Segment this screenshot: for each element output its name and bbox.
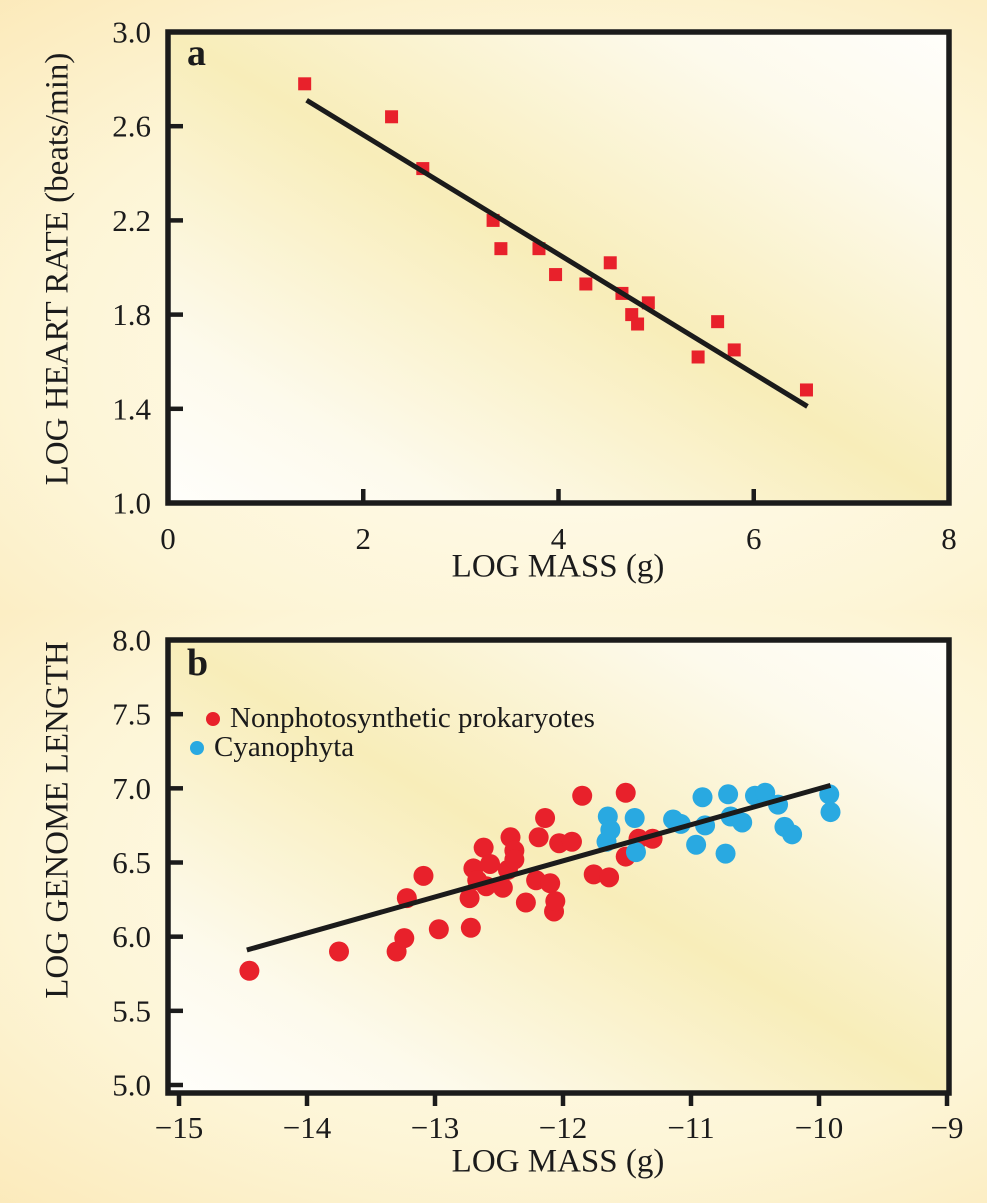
data-point-circle: [561, 831, 582, 852]
plot-frame: [165, 29, 952, 506]
data-point-circle: [545, 891, 566, 912]
data-point-circle: [239, 960, 260, 981]
data-point-circle: [782, 824, 803, 845]
panel-b-letter: b: [187, 642, 209, 684]
panel-a-y-axis-title: LOG HEART RATE (beats/min): [39, 52, 76, 486]
data-point-square: [631, 317, 645, 331]
data-point-circle: [428, 919, 449, 940]
data-point-square: [385, 110, 399, 124]
data-point-circle: [492, 877, 513, 898]
data-point-circle: [413, 865, 434, 886]
panel-b-x-tick-label: −15: [155, 1110, 203, 1145]
data-point-circle: [624, 808, 645, 828]
panel-b-x-tick-label: −11: [667, 1110, 714, 1145]
data-point-circle: [394, 928, 415, 949]
panel-b-y-tick-label: 6.5: [112, 845, 151, 880]
panel-a-x-tick-label: 4: [551, 521, 567, 556]
legend-item-cyanophyta: Cyanophyta: [190, 731, 355, 764]
data-point-square: [727, 343, 741, 357]
data-point-circle: [459, 888, 480, 909]
data-point-square: [691, 350, 705, 364]
panel-b-y-tick-label: 7.5: [112, 697, 151, 732]
panel-a-y-tick-label: 1.4: [112, 391, 151, 426]
panel-b-y-tick-label: 8.0: [112, 623, 151, 658]
data-point-circle: [732, 812, 753, 833]
panel-a-y-tick-label: 1.0: [112, 486, 151, 521]
legend-label-cyanophyta: Cyanophyta: [214, 731, 355, 763]
panel-a-x-axis-title: LOG MASS (g): [451, 548, 665, 585]
panel-b-y-tick-label: 5.5: [112, 993, 151, 1028]
panel-b-y-tick-label: 5.0: [112, 1068, 151, 1103]
panel-b-block: −15 −14 −13 −12 −11 −10 −9 8.0 7.5 7.0 6.5 6.0 5.5 5.…: [0, 610, 987, 1203]
panel-b-x-tick-label: −14: [283, 1110, 332, 1145]
data-point-circle: [528, 827, 549, 848]
data-point-circle: [715, 843, 736, 864]
panel-a-y-tick-label: 3.0: [112, 15, 151, 50]
panel-a-letter: a: [187, 32, 206, 74]
data-point-square: [603, 256, 617, 270]
red-dot-icon: [206, 711, 220, 726]
data-point-circle: [686, 834, 707, 855]
panel-b-scatter-plot: −15 −14 −13 −12 −11 −10 −9 8.0 7.5 7.0 6.5 6.0 5.5 5.…: [112, 623, 964, 1146]
panel-b-x-tick-label: −13: [411, 1110, 459, 1145]
panel-b-y-tick-label: 7.0: [112, 771, 151, 806]
blue-dot-icon: [190, 740, 204, 755]
data-point-circle: [615, 782, 636, 803]
panel-b-x-tick-label: −9: [931, 1110, 964, 1145]
data-point-circle: [329, 941, 349, 962]
data-point-circle: [625, 842, 646, 863]
data-point-circle: [460, 917, 481, 938]
legend-item-nonphotosynthetic-prokaryotes: Nonphotosynthetic prokaryotes: [206, 702, 595, 735]
panel-a-x-tick-label: 2: [356, 521, 372, 556]
panel-a-x-tick-label: 6: [746, 521, 762, 556]
panel-b-x-tick-label: −12: [539, 1110, 587, 1145]
data-point-square: [494, 242, 508, 256]
data-point-circle: [572, 785, 593, 806]
data-point-circle: [535, 808, 556, 828]
data-point-circle: [473, 837, 494, 858]
data-point-circle: [599, 867, 620, 888]
data-point-circle: [583, 864, 604, 885]
data-point-circle: [755, 782, 776, 803]
panel-a-scatter-plot: 0 2 4 6 8 3.0 2.6 2.2 1.8 1.4 1.0: [112, 15, 957, 557]
data-point-circle: [692, 787, 713, 808]
trend-line: [305, 98, 809, 409]
trend-line: [246, 782, 832, 953]
panel-a-y-tick-label: 2.6: [112, 109, 151, 144]
data-point-circle: [820, 802, 841, 823]
data-point-circle: [600, 819, 621, 840]
data-point-circle: [480, 853, 501, 874]
panel-b-y-tick-label: 6.0: [112, 919, 151, 954]
data-point-circle: [504, 849, 525, 870]
data-point-circle: [540, 873, 561, 894]
panel-a-y-tick-label: 1.8: [112, 297, 151, 332]
data-point-square: [579, 277, 593, 291]
plot-frame: [165, 637, 952, 1096]
panel-b-y-axis-title: LOG GENOME LENGTH: [39, 641, 76, 999]
panel-a-block: 0 2 4 6 8 3.0 2.6 2.2 1.8 1.4 1.0 a LOG HEART RATE…: [0, 0, 987, 610]
panel-a-y-tick-label: 2.2: [112, 203, 151, 238]
data-point-square: [799, 383, 813, 397]
data-point-circle: [718, 784, 739, 805]
panel-a-x-tick-label: 0: [160, 521, 176, 556]
legend-label-nonphotosynthetic-prokaryotes: Nonphotosynthetic prokaryotes: [230, 702, 595, 734]
data-point-square: [549, 268, 563, 282]
data-point-circle: [515, 892, 536, 913]
panel-a-x-tick-label: 8: [941, 521, 957, 556]
data-point-square: [298, 77, 312, 91]
panel-b-x-axis-title: LOG MASS (g): [451, 1143, 665, 1180]
data-point-square: [711, 315, 725, 329]
panel-b-x-tick-label: −10: [795, 1110, 843, 1145]
